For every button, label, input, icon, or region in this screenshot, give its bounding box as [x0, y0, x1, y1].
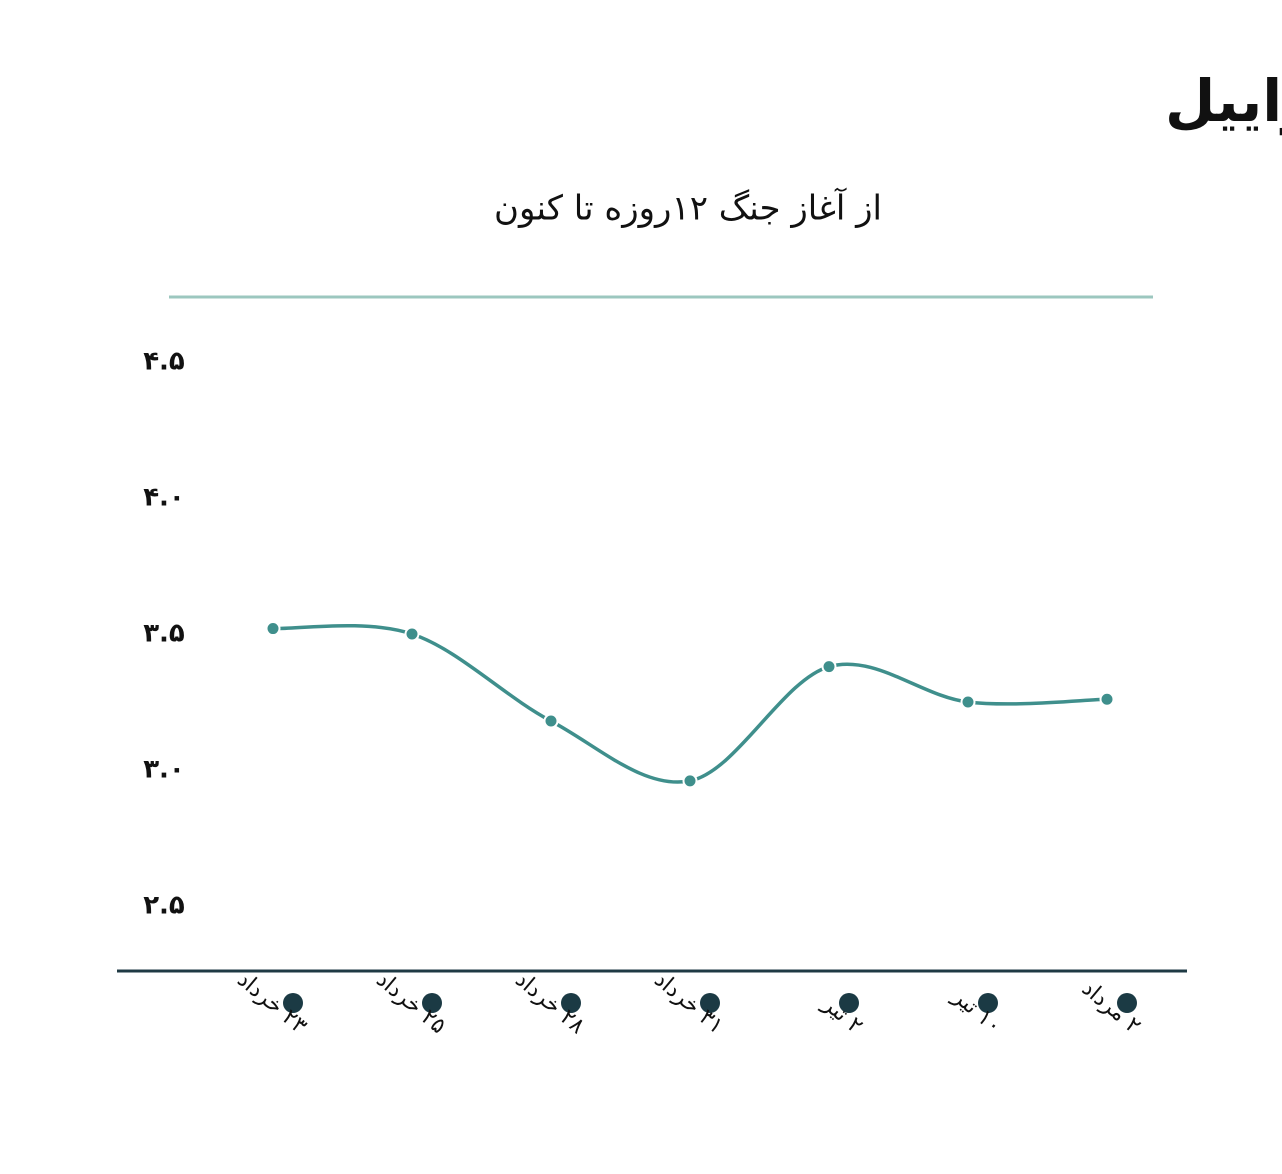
x-tick-dot	[839, 993, 859, 1013]
point	[265, 621, 281, 637]
x-tick-dot	[700, 993, 720, 1013]
point	[1099, 691, 1115, 707]
y-tick-label: ۴.۰	[143, 483, 185, 513]
x-tick-dot	[422, 993, 442, 1013]
x-tick-dot	[1117, 993, 1137, 1013]
chart-title: ارزش دلار در مقابل «شکل» اسراییل	[1165, 67, 1282, 136]
y-tick-label: ۲.۵	[143, 891, 185, 921]
point	[682, 773, 698, 789]
x-tick-label: ۲ تیر	[817, 991, 867, 1039]
point	[821, 659, 837, 675]
y-tick-label: ۳.۰	[143, 755, 185, 785]
x-tick-dot	[978, 993, 998, 1013]
point	[960, 694, 976, 710]
chart-subtitle: از آغاز جنگ ۱۲روزه تا کنون	[494, 188, 882, 229]
point	[404, 626, 420, 642]
x-tick-dot	[283, 993, 303, 1013]
x-tick-dot	[561, 993, 581, 1013]
y-tick-label: ۳.۵	[143, 619, 185, 649]
line	[272, 623, 1108, 784]
point	[543, 713, 559, 729]
x-tick-label: ۱۰ تیر	[947, 984, 1006, 1039]
y-tick-label: ۴.۵	[143, 347, 185, 377]
